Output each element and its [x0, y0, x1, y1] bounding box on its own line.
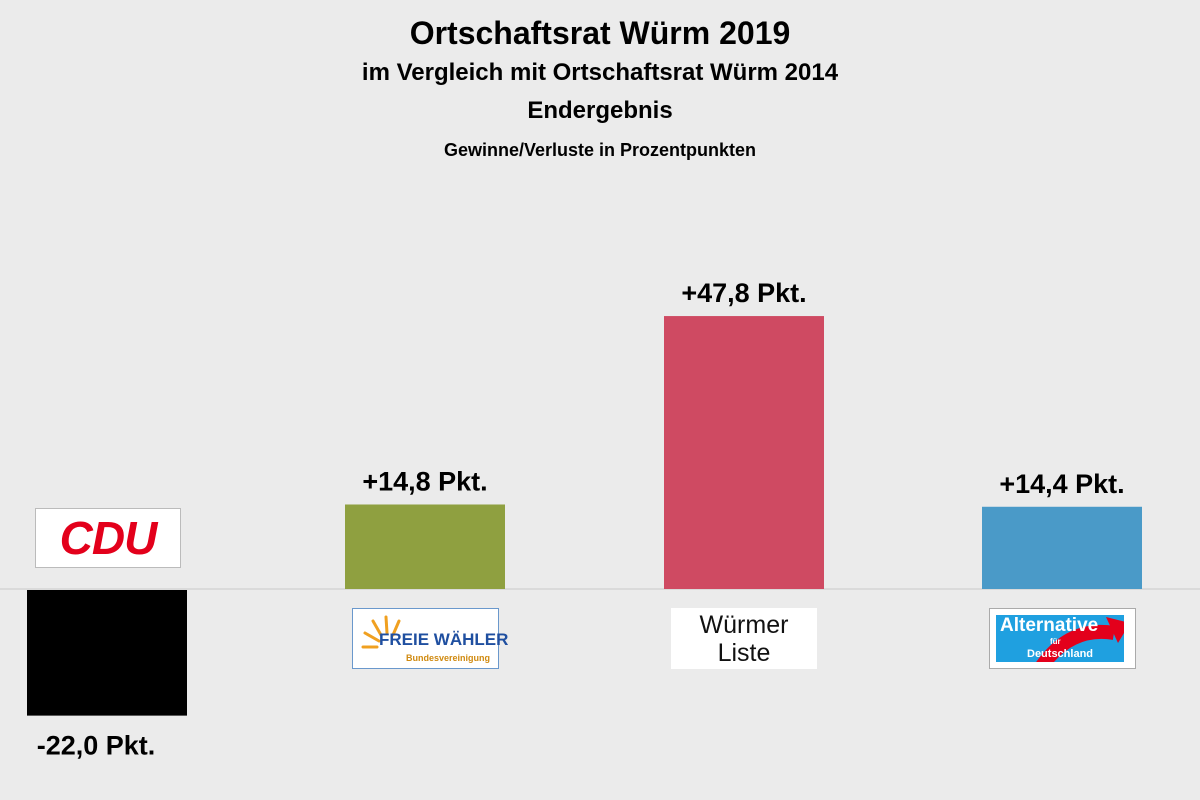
sun-icon: [361, 615, 401, 649]
afd-logo: Alternative für Deutschland: [989, 608, 1136, 669]
cdu-logo-text: CDU: [59, 512, 158, 564]
afd-main-text: Alternative: [1000, 615, 1099, 636]
chart-subtitle: im Vergleich mit Ortschaftsrat Würm 2014: [361, 59, 839, 86]
chart-subtitle-units: Gewinne/Verluste in Prozentpunkten: [443, 140, 757, 160]
data-label-0: -22,0 Pkt.: [37, 731, 156, 761]
freie-waehler-logo: FREIE WÄHLER Bundesvereinigung: [352, 608, 508, 669]
bar-3: [982, 506, 1142, 589]
bar-2: [664, 316, 824, 589]
bar-1: [345, 504, 505, 589]
freie-waehler-text: FREIE WÄHLER: [379, 630, 509, 649]
afd-arrow-icon: [1036, 617, 1124, 662]
data-label-2: +47,8 Pkt.: [681, 278, 806, 308]
freie-waehler-subtext: Bundesvereinigung: [405, 653, 490, 663]
wuermer-liste-line2: Liste: [717, 639, 771, 667]
data-label-1: +14,8 Pkt.: [362, 466, 487, 496]
bar-0: [27, 590, 187, 716]
wuermer-liste-line1: Würmer: [699, 611, 789, 639]
afd-fuer-text: für: [1050, 637, 1061, 646]
wuermer-liste-logo: Würmer Liste: [671, 608, 817, 669]
afd-deutschland-text: Deutschland: [1027, 648, 1094, 660]
chart-subtitle-result: Endergebnis: [527, 97, 673, 124]
cdu-logo: CDU: [35, 508, 181, 568]
chart-title: Ortschaftsrat Würm 2019: [409, 15, 791, 51]
data-label-3: +14,4 Pkt.: [999, 469, 1124, 499]
